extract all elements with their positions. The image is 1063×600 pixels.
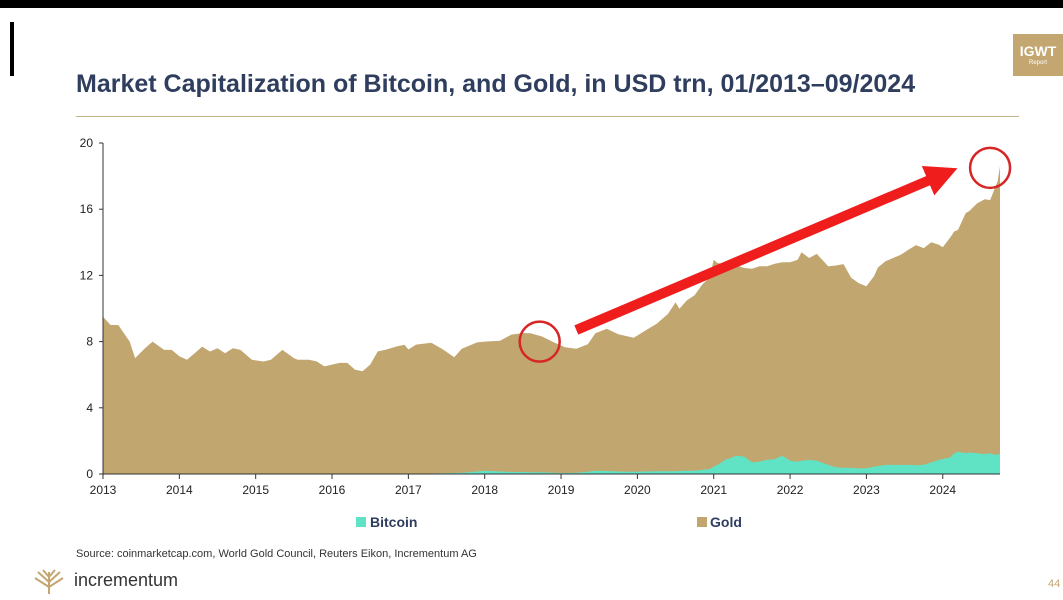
x-tick-label: 2016: [319, 483, 346, 497]
y-tick-label: 8: [86, 335, 93, 349]
x-tick-label: 2020: [624, 483, 651, 497]
y-tick-label: 16: [80, 202, 94, 216]
y-tick-label: 0: [86, 467, 93, 481]
badge-subtitle: Report: [1028, 60, 1047, 66]
x-tick-label: 2017: [395, 483, 422, 497]
y-tick-label: 4: [86, 401, 93, 415]
legend-bitcoin-label: Bitcoin: [370, 514, 417, 530]
gold-area: [103, 166, 1000, 474]
annotation-circle: [968, 146, 1012, 190]
legend-gold-swatch: [697, 517, 707, 527]
title-divider: [76, 116, 1019, 117]
y-tick-label: 20: [80, 136, 94, 150]
area-chart: 0 4 8 12 16 20 2013 2014 2015 2016 2017 2018 2019 202…: [80, 136, 1012, 530]
x-tick-label: 2024: [929, 483, 956, 497]
top-border: [0, 0, 1063, 8]
left-accent-bar: [10, 22, 14, 76]
page-number: 44: [1048, 578, 1061, 590]
x-tick-label: 2014: [166, 483, 193, 497]
igwt-report-badge: IGWT Report: [1013, 34, 1063, 76]
legend-bitcoin-swatch: [356, 517, 366, 527]
annotation-circle: [518, 320, 561, 363]
x-tick-label: 2021: [700, 483, 727, 497]
x-tick-label: 2023: [853, 483, 880, 497]
bitcoin-area: [103, 451, 1000, 474]
annotation-arrow: [574, 165, 958, 335]
brand-name: incrementum: [74, 570, 179, 590]
x-tick-label: 2019: [548, 483, 575, 497]
x-tick-label: 2013: [90, 483, 117, 497]
x-tick-label: 2018: [471, 483, 498, 497]
legend-gold-label: Gold: [710, 514, 742, 530]
incrementum-logo-icon: [34, 569, 64, 594]
y-tick-label: 12: [80, 268, 94, 282]
source-note: Source: coinmarketcap.com, World Gold Co…: [76, 548, 477, 560]
x-tick-label: 2022: [777, 483, 804, 497]
badge-title: IGWT: [1019, 43, 1057, 59]
page-title: Market Capitalization of Bitcoin, and Go…: [76, 70, 916, 98]
x-tick-label: 2015: [242, 483, 269, 497]
